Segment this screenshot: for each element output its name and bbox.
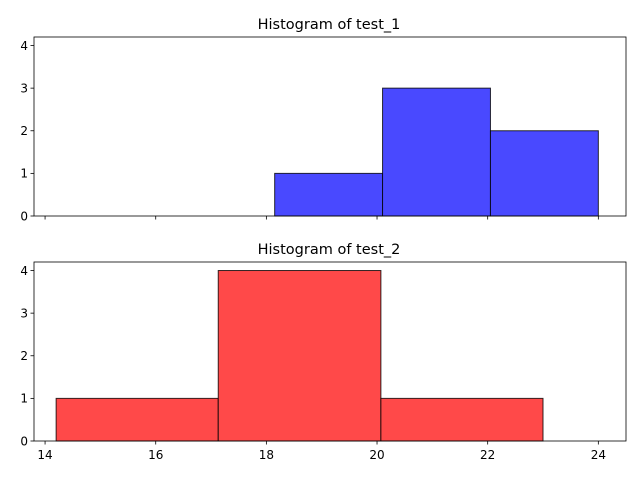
y-tick-label: 0: [20, 434, 28, 448]
chart-title: Histogram of test_2: [258, 242, 401, 258]
x-tick-label: 16: [148, 448, 163, 462]
x-tick-label: 24: [591, 448, 606, 462]
chart-title: Histogram of test_1: [258, 17, 401, 33]
histogram-bar: [274, 172, 384, 217]
y-tick-label: 0: [20, 209, 28, 223]
y-tick-label: 3: [20, 306, 28, 320]
x-tick-label: 22: [480, 448, 495, 462]
histogram-bar: [380, 397, 544, 442]
histogram-panel-test-1: Histogram of test_1 0 1 2 3 4: [20, 17, 627, 223]
axes-frame: [33, 36, 627, 217]
histogram-bar: [489, 130, 599, 217]
x-tick-label: 20: [369, 448, 384, 462]
y-tick-label: 2: [20, 124, 28, 138]
x-tick-label: 14: [37, 448, 52, 462]
y-tick-label: 2: [20, 349, 28, 363]
histogram-bar: [382, 87, 491, 217]
y-tick-label: 4: [20, 264, 28, 278]
x-tick-label: 18: [259, 448, 274, 462]
histogram-bar: [55, 397, 219, 442]
histogram-bar: [217, 270, 382, 442]
y-tick-label: 4: [20, 39, 28, 53]
histogram-panel-test-2: Histogram of test_2 0 1 2 3 4 14 16 18 20 22 24: [20, 242, 627, 462]
y-tick-label: 1: [20, 392, 28, 406]
y-tick-label: 1: [20, 167, 28, 181]
axes-frame: [33, 261, 627, 442]
y-tick-label: 3: [20, 81, 28, 95]
